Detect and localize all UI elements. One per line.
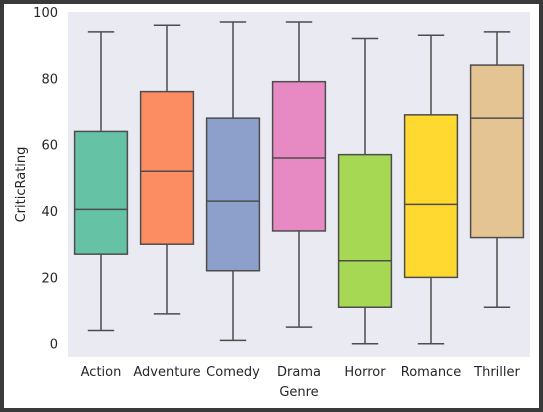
y-tick-label: 60	[41, 139, 58, 154]
x-tick-label: Thriller	[473, 365, 520, 380]
iqr-box	[469, 64, 525, 239]
y-tick-label: 0	[50, 338, 58, 353]
box-action	[73, 31, 129, 332]
box-drama	[271, 21, 327, 328]
x-tick-label: Romance	[401, 365, 461, 380]
x-axis-title: Genre	[279, 385, 318, 400]
iqr-box	[337, 153, 393, 308]
chart-frame: 0 20 40 60 80 100 Action Adventure Comedy Drama H…	[4, 4, 539, 408]
x-tick-label: Comedy	[206, 365, 260, 380]
iqr-box	[271, 80, 327, 232]
box-romance	[403, 34, 459, 345]
y-ticks: 0 20 40 60 80 100	[33, 6, 58, 353]
iqr-box	[205, 117, 261, 272]
x-ticks: Action Adventure Comedy Drama Horror Romance T…	[81, 365, 521, 380]
iqr-box	[403, 114, 459, 279]
box-thriller	[469, 31, 525, 308]
y-tick-label: 100	[33, 6, 58, 21]
box-horror	[337, 37, 393, 345]
x-tick-label: Action	[81, 365, 122, 380]
boxes-layer	[73, 21, 525, 345]
x-tick-label: Horror	[344, 365, 386, 380]
box-adventure	[139, 24, 195, 315]
iqr-box	[73, 130, 129, 255]
x-tick-label: Drama	[277, 365, 321, 380]
box-comedy	[205, 21, 261, 342]
box-plot-chart: 0 20 40 60 80 100 Action Adventure Comedy Drama H…	[14, 6, 530, 400]
y-tick-label: 40	[41, 205, 58, 220]
iqr-box	[139, 90, 195, 245]
y-tick-label: 20	[41, 271, 58, 286]
y-axis-title: CriticRating	[14, 147, 29, 223]
x-tick-label: Adventure	[133, 365, 200, 380]
y-tick-label: 80	[41, 72, 58, 87]
